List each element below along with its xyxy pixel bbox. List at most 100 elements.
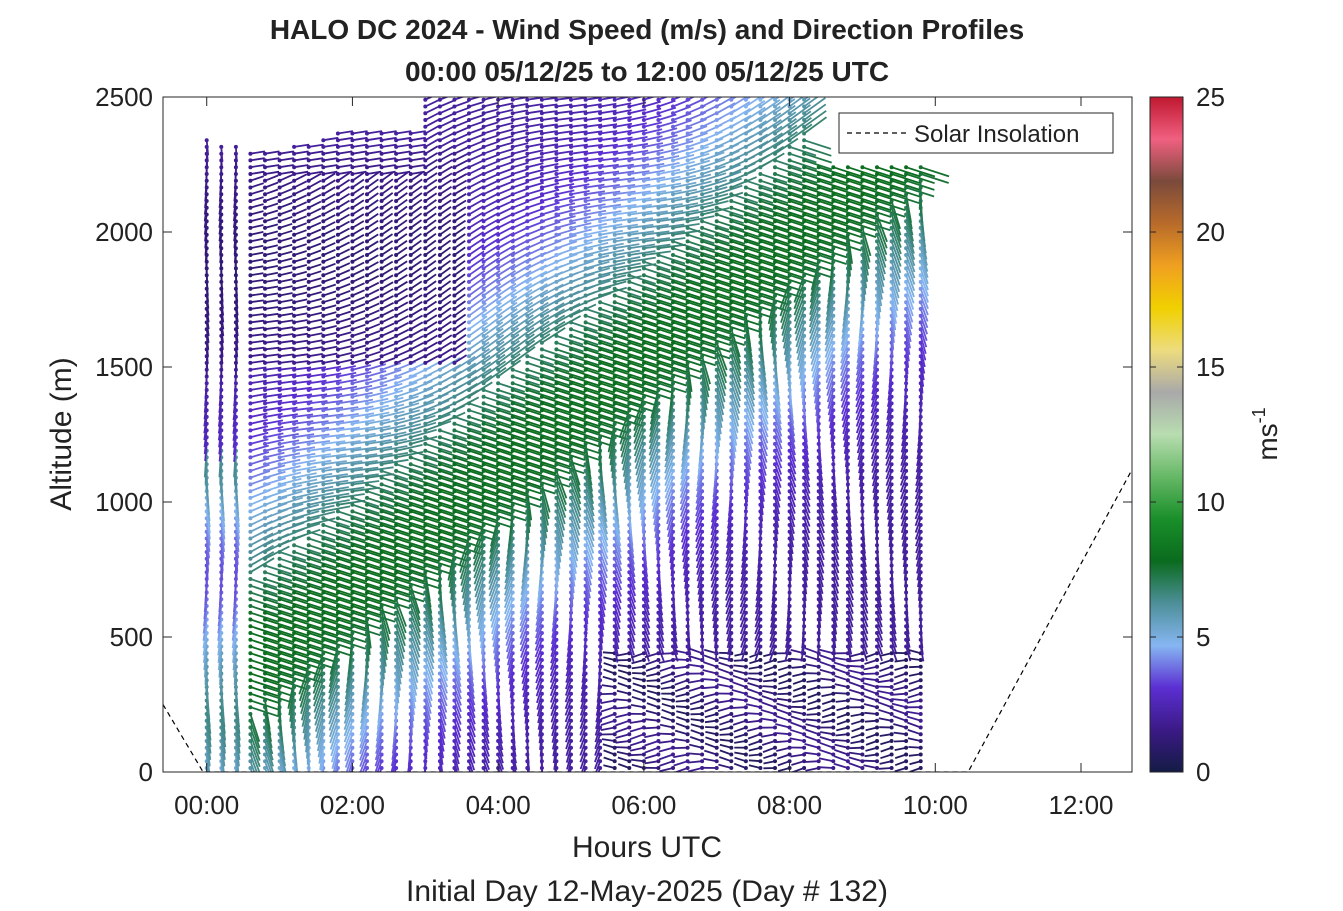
wind-vector	[308, 544, 337, 555]
wind-vector	[497, 167, 514, 175]
wind-vector	[264, 406, 283, 412]
wind-vector	[220, 538, 225, 559]
wind-vector-head	[481, 212, 486, 217]
wind-vector-head	[379, 766, 384, 770]
wind-vector-head	[510, 300, 515, 305]
wind-vector	[395, 374, 418, 385]
wind-vector-head	[467, 300, 471, 305]
wind-vector-head	[321, 664, 326, 669]
wind-vector-head	[306, 482, 311, 487]
wind-vector-head	[306, 374, 311, 379]
wind-vector	[395, 503, 426, 515]
wind-vector	[410, 394, 434, 405]
wind-vector-head	[525, 441, 530, 446]
wind-vector	[293, 420, 314, 425]
wind-vector	[293, 360, 309, 364]
wind-vector	[328, 659, 339, 688]
wind-vector-head	[335, 570, 340, 575]
wind-vector-head	[277, 637, 282, 642]
wind-vector-head	[350, 509, 355, 514]
wind-vector-head	[321, 320, 326, 325]
wind-vector	[323, 564, 353, 576]
wind-vector-head	[510, 279, 515, 284]
wind-vector-head	[452, 124, 457, 129]
wind-vector-head	[437, 489, 442, 494]
wind-vector	[439, 327, 452, 337]
wind-vector-head	[350, 340, 355, 345]
wind-vector-head	[248, 550, 253, 554]
wind-vector	[322, 262, 336, 270]
wind-vector	[366, 397, 389, 405]
wind-vector	[395, 301, 409, 310]
wind-vector-head	[321, 435, 326, 440]
wind-vector-head	[467, 752, 471, 757]
wind-vector-head	[569, 212, 573, 217]
wind-vector	[453, 376, 478, 391]
wind-vector-head	[350, 138, 355, 143]
wind-vector	[454, 146, 468, 155]
wind-vector-head	[394, 253, 399, 257]
wind-vector-head	[408, 523, 413, 527]
wind-vector	[308, 325, 323, 331]
wind-vector-head	[350, 360, 355, 365]
wind-vector-head	[306, 495, 311, 500]
wind-vector-head	[452, 455, 457, 460]
wind-vector-head	[335, 577, 340, 581]
wind-vector-head	[321, 158, 326, 163]
wind-vector	[409, 646, 420, 671]
wind-vector-head	[379, 570, 384, 575]
wind-vector-head	[437, 266, 442, 271]
wind-vector-head	[292, 151, 297, 156]
wind-vector	[410, 150, 426, 155]
wind-vector	[468, 315, 488, 330]
wind-vector-head	[569, 239, 573, 244]
wind-vector-head	[263, 509, 267, 514]
wind-vector-head	[350, 563, 355, 568]
wind-vector	[488, 571, 499, 597]
wind-vector-head	[408, 414, 413, 419]
wind-vector-head	[423, 333, 428, 338]
wind-vector-head	[335, 462, 340, 467]
wind-vector	[374, 747, 383, 767]
wind-vector-head	[350, 529, 355, 534]
wind-vector	[322, 235, 336, 243]
wind-vector	[279, 202, 293, 209]
wind-vector-head	[365, 313, 369, 318]
wind-vector	[320, 754, 325, 772]
wind-vector-head	[452, 523, 457, 527]
wind-vector	[366, 261, 379, 270]
wind-vector-head	[394, 597, 399, 602]
wind-vector-head	[394, 205, 399, 210]
wind-vector-head	[335, 550, 340, 554]
wind-vector-head	[437, 293, 442, 298]
wind-vector-head	[452, 225, 457, 230]
wind-vector	[352, 432, 376, 439]
wind-vector-head	[350, 523, 355, 527]
wind-vector-head	[365, 158, 369, 163]
wind-vector	[439, 280, 452, 290]
wind-vector-head	[525, 360, 530, 365]
wind-vector-head	[306, 212, 311, 217]
wind-vector-head	[423, 192, 428, 197]
wind-vector-head	[379, 340, 384, 345]
wind-vector	[483, 237, 500, 249]
wind-vector	[250, 346, 265, 351]
wind-vector-head	[467, 367, 471, 372]
wind-vector	[366, 497, 395, 508]
wind-vector	[264, 399, 283, 405]
wind-vector	[293, 478, 318, 486]
wind-vector-head	[510, 428, 515, 433]
wind-vector	[439, 517, 470, 529]
wind-vector	[279, 292, 293, 297]
wind-vector	[410, 267, 423, 276]
wind-vector	[381, 483, 410, 495]
wind-vector	[381, 476, 409, 488]
wind-vector	[497, 409, 527, 421]
wind-vector-head	[467, 381, 471, 386]
wind-vector	[264, 584, 293, 596]
wind-vector-head	[321, 563, 326, 568]
wind-vector-head	[408, 482, 413, 487]
wind-vector-head	[408, 131, 413, 136]
wind-vector	[308, 611, 339, 624]
wind-vector	[366, 503, 395, 515]
